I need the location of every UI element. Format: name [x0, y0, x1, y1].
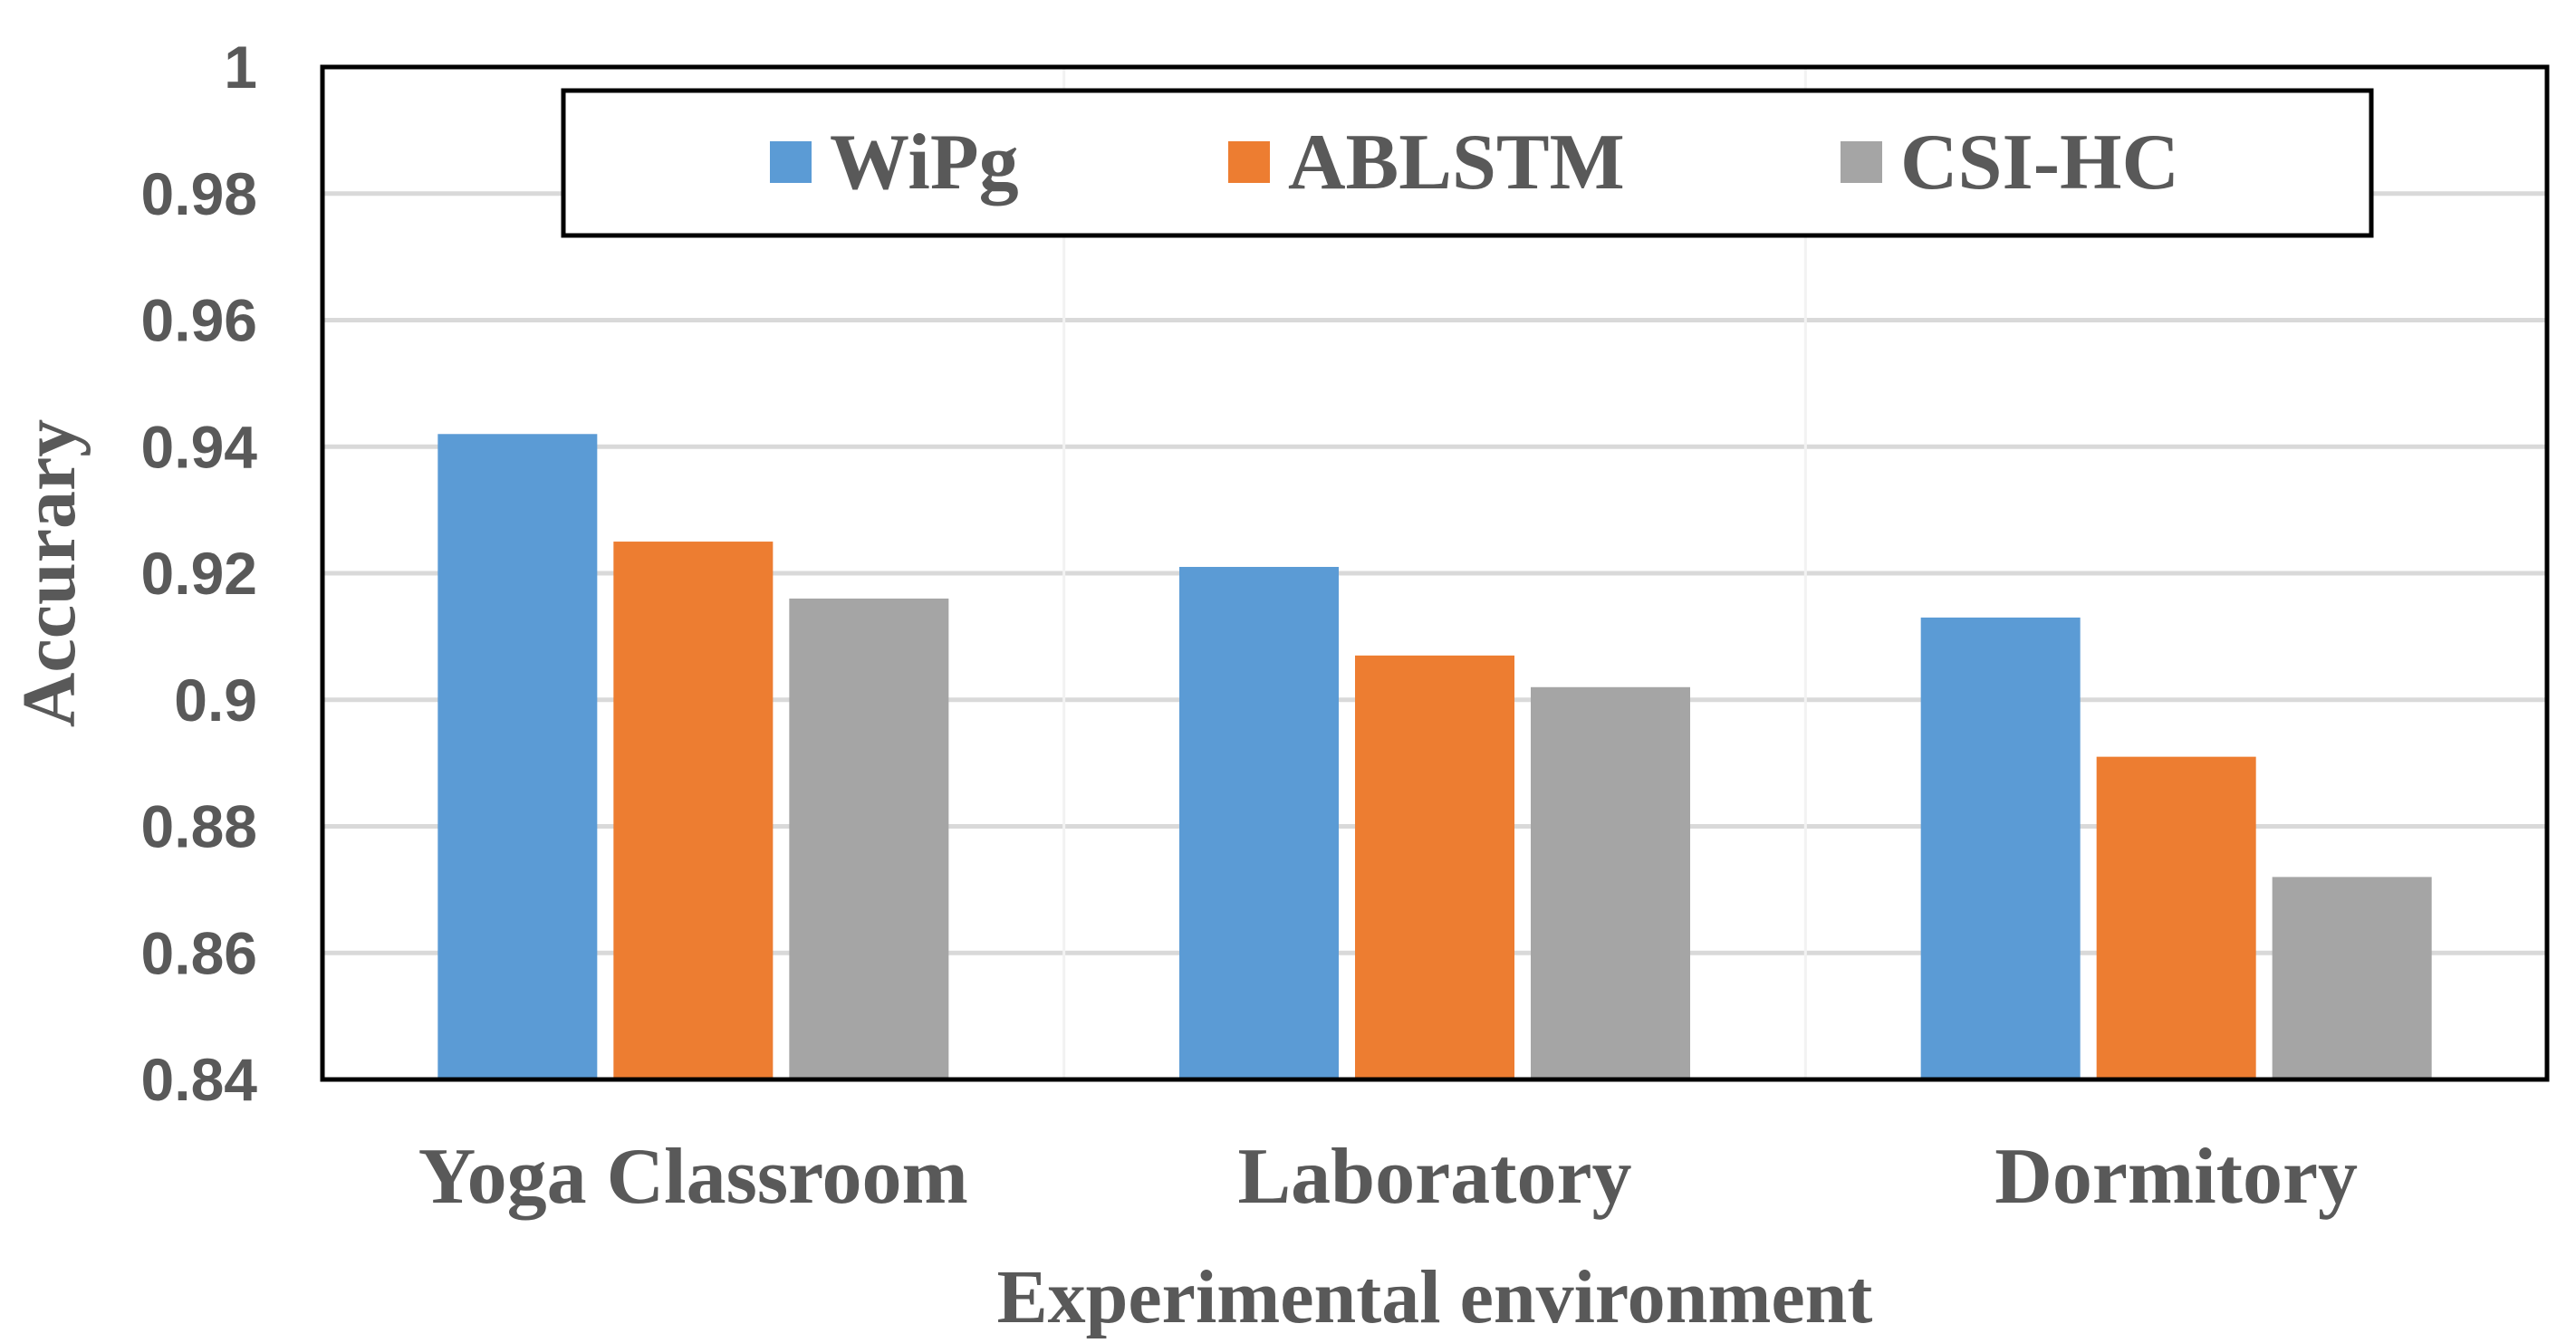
bar-ablstm-1: [1355, 655, 1514, 1079]
y-tick-label: 0.96: [141, 287, 257, 354]
y-tick-label: 0.98: [141, 160, 257, 227]
bar-wipg-1: [1179, 567, 1339, 1079]
x-category-label: Dormitory: [1994, 1133, 2358, 1221]
legend-label: ABLSTM: [1288, 119, 1625, 206]
y-tick-label: 0.84: [141, 1046, 258, 1113]
bar-csi-hc-2: [2272, 877, 2432, 1079]
plot-frame: [320, 64, 2550, 1082]
legend-swatch: [1228, 141, 1270, 183]
bar-ablstm-0: [613, 542, 774, 1079]
bars: [437, 434, 2432, 1079]
x-axis-categories: Yoga Classroom Laboratory Dormitory: [418, 1133, 2358, 1221]
y-tick-label: 0.86: [141, 919, 257, 986]
legend-swatch: [1841, 141, 1882, 183]
y-axis-ticks: 0.84 0.86 0.88 0.9 0.92 0.94 0.96 0.98 1: [141, 34, 258, 1113]
bar-wipg-0: [437, 434, 598, 1079]
bar-csi-hc-0: [789, 598, 949, 1079]
y-tick-label: 0.88: [141, 793, 257, 860]
x-category-label: Laboratory: [1237, 1133, 1631, 1221]
bar-csi-hc-1: [1531, 686, 1690, 1079]
legend-frame: [561, 88, 2374, 238]
y-tick-label: 1: [224, 34, 257, 101]
y-tick-label: 0.9: [174, 667, 257, 734]
bar-ablstm-2: [2096, 756, 2256, 1079]
legend-label: CSI-HC: [1900, 119, 2179, 206]
bar-wipg-2: [1920, 617, 2081, 1079]
legend-swatch: [770, 141, 812, 183]
y-tick-label: 0.92: [141, 540, 257, 607]
y-axis-title: Accurary: [7, 419, 91, 728]
legend-label: WiPg: [830, 119, 1019, 206]
legend: WiPg ABLSTM CSI-HC: [561, 88, 2374, 238]
x-category-label: Yoga Classroom: [418, 1133, 968, 1221]
y-tick-label: 0.94: [141, 413, 258, 480]
legend-items: WiPg ABLSTM CSI-HC: [770, 119, 2179, 206]
x-axis-title: Experimental environment: [997, 1255, 1873, 1339]
